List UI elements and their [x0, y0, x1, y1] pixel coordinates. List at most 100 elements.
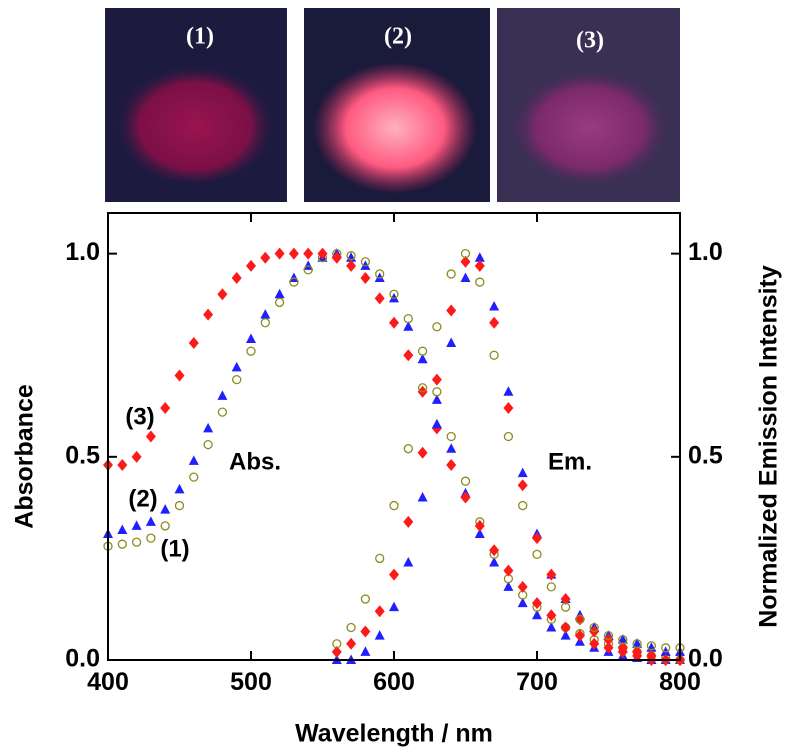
marker — [132, 520, 142, 530]
marker — [361, 595, 369, 603]
marker — [503, 386, 513, 396]
marker — [233, 376, 241, 384]
marker — [247, 347, 255, 355]
marker — [533, 550, 541, 558]
marker — [547, 583, 555, 591]
marker — [190, 473, 198, 481]
marker — [360, 272, 370, 284]
marker — [232, 362, 242, 372]
marker — [260, 252, 270, 264]
y-tick-label: 0.5 — [65, 441, 100, 469]
marker — [217, 390, 227, 400]
plot-frame — [108, 213, 680, 660]
marker — [447, 270, 455, 278]
marker — [432, 374, 442, 386]
marker — [375, 605, 385, 617]
figure: (1) (2) (3) 4005006007008000.00.51.00.00… — [0, 0, 789, 749]
marker — [446, 459, 456, 471]
marker — [376, 554, 384, 562]
marker — [218, 408, 226, 416]
marker — [360, 646, 370, 656]
marker — [146, 516, 156, 526]
y-tick-label: 1.0 — [65, 238, 100, 266]
marker — [489, 317, 499, 329]
marker — [503, 565, 513, 577]
marker — [446, 305, 456, 317]
marker — [375, 292, 385, 304]
y2-tick-label: 0.5 — [688, 441, 723, 469]
marker — [403, 557, 413, 567]
marker — [518, 581, 528, 593]
marker — [346, 638, 356, 650]
sample-2 — [313, 62, 477, 194]
annotation: (3) — [125, 403, 154, 430]
marker — [204, 441, 212, 449]
marker — [518, 479, 528, 491]
marker — [390, 502, 398, 510]
marker — [289, 248, 299, 260]
y-axis-title: Absorbance — [11, 384, 39, 529]
marker — [117, 459, 127, 471]
marker — [489, 301, 499, 311]
marker — [276, 298, 284, 306]
marker — [161, 522, 169, 530]
marker — [389, 317, 399, 329]
marker — [403, 349, 413, 361]
marker — [446, 338, 456, 348]
marker — [246, 260, 256, 272]
marker — [275, 289, 285, 299]
marker — [147, 534, 155, 542]
marker — [117, 524, 127, 534]
marker — [146, 431, 156, 443]
marker — [490, 351, 498, 359]
marker — [503, 402, 513, 414]
sample-3 — [512, 70, 668, 186]
marker — [519, 502, 527, 510]
marker — [375, 630, 385, 640]
y2-tick-label: 1.0 — [688, 238, 723, 266]
annotation: (2) — [128, 485, 157, 512]
photo-label: (1) — [186, 24, 214, 50]
x-tick-label: 500 — [230, 668, 272, 696]
marker — [461, 273, 471, 283]
marker — [189, 455, 199, 465]
marker — [432, 419, 442, 429]
marker — [389, 569, 399, 581]
marker — [532, 532, 542, 544]
marker — [518, 468, 528, 478]
y2-tick-label: 0.0 — [688, 645, 723, 673]
marker — [160, 402, 170, 414]
marker — [404, 445, 412, 453]
marker — [433, 323, 441, 331]
marker — [246, 333, 256, 343]
marker — [189, 337, 199, 349]
marker — [203, 309, 213, 321]
marker — [561, 621, 571, 633]
marker — [418, 447, 428, 459]
marker — [360, 626, 370, 638]
marker — [462, 477, 470, 485]
annotation: Abs. — [229, 448, 281, 475]
annotation: Em. — [548, 448, 592, 475]
marker — [217, 288, 227, 300]
x-axis-title: Wavelength / nm — [295, 720, 493, 748]
marker — [261, 319, 269, 327]
y2-axis-title: Normalized Emission Intensity — [755, 265, 783, 628]
annotation: (1) — [160, 535, 189, 562]
marker — [303, 248, 313, 260]
marker — [546, 569, 556, 581]
marker — [447, 433, 455, 441]
marker — [175, 484, 185, 494]
marker — [347, 623, 355, 631]
marker — [133, 538, 141, 546]
marker — [504, 433, 512, 441]
marker — [446, 443, 456, 453]
marker — [232, 272, 242, 284]
photo-label: (2) — [384, 24, 412, 50]
photo-label: (3) — [576, 28, 604, 54]
marker — [418, 492, 428, 502]
marker — [175, 370, 185, 382]
marker — [260, 309, 270, 319]
photos: (1) (2) (3) — [105, 8, 680, 202]
